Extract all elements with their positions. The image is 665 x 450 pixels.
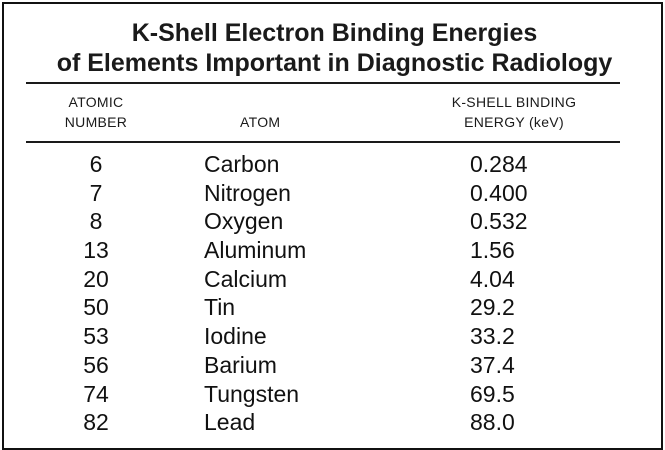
- header-energy-line-2: ENERGY (keV): [464, 114, 564, 130]
- atomic-number-cell: 20: [83, 265, 109, 292]
- atomic-number-cell: 74: [83, 380, 109, 407]
- atomic-number-cell: 50: [83, 294, 109, 321]
- title-line-2: of Elements Important in Diagnostic Radi…: [56, 49, 613, 77]
- top-rule: [26, 82, 620, 84]
- atom-cell: Lead: [204, 409, 256, 436]
- table-row: 53 Iodine 33.2: [4, 322, 665, 351]
- header-atomic-number-line-2: NUMBER: [64, 114, 128, 130]
- energy-cell: 0.284: [470, 151, 528, 177]
- atom-cell: Oxygen: [204, 208, 284, 235]
- atomic-number-cell: 8: [89, 208, 103, 235]
- header-atomic-number: ATOMIC NUMBER: [46, 92, 146, 132]
- atom-cell: Nitrogen: [204, 179, 291, 206]
- atom-cell: Tungsten: [204, 380, 300, 407]
- table-row: 74 Tungsten 69.5: [4, 380, 665, 409]
- atom-cell: Carbon: [204, 151, 280, 177]
- title-line-1: K-Shell Electron Binding Energies: [131, 19, 538, 47]
- atom-cell: Tin: [204, 294, 236, 321]
- energy-cell: 0.532: [470, 208, 528, 235]
- atomic-number-cell: 6: [89, 151, 103, 177]
- atom-cell: Iodine: [204, 323, 267, 350]
- table-row: 56 Barium 37.4: [4, 351, 665, 380]
- energy-cell: 69.5: [470, 380, 515, 407]
- energy-cell: 29.2: [470, 294, 515, 321]
- table-row: 8 Oxygen 0.532: [4, 207, 665, 236]
- table-body: 6 Carbon 0.284 7 Nitrogen 0.400 8 Oxygen…: [4, 150, 665, 437]
- atomic-number-cell: 82: [83, 409, 109, 436]
- header-atomic-number-line-1: ATOMIC: [68, 94, 124, 110]
- header-atom: ATOM: [240, 114, 281, 130]
- header-binding-energy: K-SHELL BINDING ENERGY (keV): [429, 92, 599, 132]
- table-row: 82 Lead 88.0: [4, 408, 665, 437]
- header-energy-line-1: K-SHELL BINDING: [451, 94, 577, 110]
- table-row: 50 Tin 29.2: [4, 293, 665, 322]
- atom-cell: Aluminum: [204, 237, 307, 264]
- table-row: 20 Calcium 4.04: [4, 265, 665, 294]
- energy-cell: 88.0: [470, 409, 515, 436]
- atom-cell: Calcium: [204, 265, 288, 292]
- table-row: 13 Aluminum 1.56: [4, 236, 665, 265]
- table-row: 6 Carbon 0.284: [4, 150, 665, 179]
- atomic-number-cell: 53: [83, 323, 109, 350]
- energy-cell: 37.4: [470, 351, 515, 378]
- atomic-number-cell: 7: [89, 179, 103, 206]
- energy-cell: 0.400: [470, 179, 528, 206]
- atomic-number-cell: 56: [83, 351, 109, 378]
- atom-cell: Barium: [204, 351, 277, 378]
- energy-cell: 4.04: [470, 265, 515, 292]
- energy-cell: 33.2: [470, 323, 515, 350]
- table-row: 7 Nitrogen 0.400: [4, 179, 665, 208]
- energy-cell: 1.56: [470, 237, 515, 264]
- header-rule: [26, 141, 620, 143]
- atomic-number-cell: 13: [83, 237, 109, 264]
